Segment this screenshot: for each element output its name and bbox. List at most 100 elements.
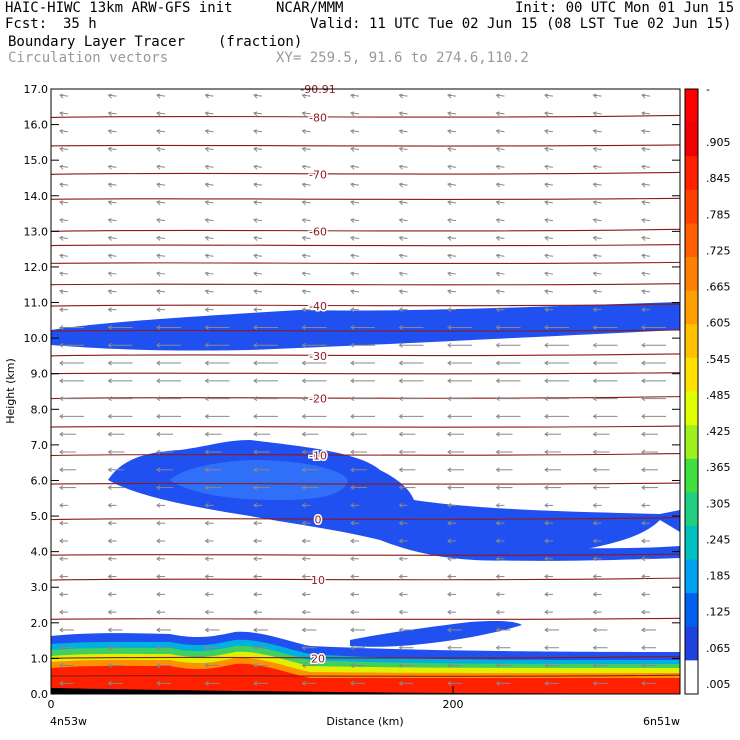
- isotherm-line: [51, 144, 680, 147]
- wind-vector: [593, 148, 602, 150]
- field-unit: (fraction): [218, 34, 303, 50]
- colorbar-swatch: [685, 458, 698, 493]
- wind-vector-head: [544, 200, 549, 206]
- wind-vector-head: [592, 431, 597, 437]
- wind-vector: [350, 148, 360, 150]
- isotherm-label: -20: [309, 393, 327, 406]
- wind-vector: [544, 290, 554, 293]
- isotherm-label: -10: [309, 450, 327, 463]
- wind-vector-head: [59, 609, 64, 615]
- wind-vector-head: [495, 502, 500, 508]
- wind-vector: [156, 183, 166, 186]
- y-tick-label: 1.0: [31, 652, 49, 665]
- wind-vector-head: [447, 467, 452, 473]
- wind-vector-head: [495, 147, 500, 152]
- wind-vector-head: [398, 147, 403, 152]
- wind-vector: [302, 165, 311, 168]
- wind-vector: [593, 165, 602, 168]
- wind-vector: [59, 272, 69, 275]
- wind-vector-head: [156, 538, 161, 544]
- wind-vector: [205, 165, 214, 168]
- wind-vector: [399, 219, 408, 222]
- wind-vector: [544, 165, 554, 168]
- wind-vector-head: [107, 502, 112, 508]
- wind-vector-head: [107, 556, 112, 562]
- wind-vector-head: [59, 413, 64, 419]
- wind-vector-head: [641, 645, 646, 651]
- wind-vector: [108, 94, 117, 97]
- isotherm-line: [51, 329, 680, 332]
- colorbar-label: .665: [706, 281, 731, 294]
- wind-vector-head: [350, 164, 355, 170]
- wind-vector: [641, 201, 651, 204]
- wind-vector-head: [301, 253, 306, 259]
- x-tick-label: 200: [443, 698, 464, 711]
- wind-vector-head: [301, 680, 306, 686]
- wind-vector-head: [350, 129, 355, 135]
- wind-vector-head: [107, 325, 112, 330]
- wind-vector: [641, 290, 651, 293]
- wind-vector-head: [495, 449, 500, 455]
- wind-vector-head: [301, 235, 306, 241]
- colorbar-swatch: [685, 425, 698, 460]
- wind-vector-head: [301, 520, 306, 526]
- isotherm-line-labeled: [51, 228, 680, 232]
- wind-vector-head: [301, 396, 306, 402]
- wind-vector-head: [398, 111, 403, 117]
- wind-vector: [59, 148, 69, 150]
- wind-vector-head: [301, 663, 306, 668]
- wind-vector-head: [495, 378, 500, 384]
- wind-vector-head: [447, 645, 452, 651]
- y-tick-label: 9.0: [31, 368, 49, 381]
- wind-vector-head: [544, 147, 549, 152]
- wind-vector-head: [156, 164, 161, 170]
- wind-vector: [544, 219, 554, 222]
- wind-vector: [593, 201, 602, 204]
- wind-vector-head: [59, 360, 64, 366]
- wind-vector: [253, 254, 263, 257]
- wind-vector: [593, 254, 602, 257]
- y-axis-label: Height (km): [4, 358, 17, 424]
- wind-vector: [641, 148, 651, 150]
- wind-vector-head: [495, 360, 500, 366]
- wind-vector-head: [253, 449, 258, 455]
- wind-vector-head: [447, 271, 452, 277]
- wind-vector-head: [398, 253, 403, 259]
- wind-vector-head: [641, 271, 646, 277]
- wind-vector-head: [641, 218, 646, 224]
- wind-vector-head: [447, 663, 452, 668]
- wind-vector-head: [544, 164, 549, 170]
- wind-vector: [399, 94, 408, 97]
- wind-vector-head: [398, 218, 403, 224]
- colorbar-label: .785: [706, 208, 731, 221]
- x-axis-label: Distance (km): [326, 715, 403, 728]
- wind-vector-head: [253, 413, 258, 419]
- wind-vector-head: [495, 253, 500, 259]
- wind-vector-head: [447, 556, 452, 562]
- wind-vector: [205, 183, 214, 186]
- wind-vector-head: [301, 200, 306, 206]
- y-tick-label: 6.0: [31, 474, 49, 487]
- wind-vector-head: [204, 325, 209, 330]
- wind-vector-head: [592, 413, 597, 419]
- wind-vector: [641, 112, 651, 115]
- wind-vector-head: [641, 289, 646, 295]
- isotherm-line: [51, 425, 680, 428]
- wind-vector-head: [447, 111, 452, 117]
- wind-vector: [302, 272, 311, 275]
- wind-vector-head: [447, 289, 452, 295]
- wind-vector-head: [156, 218, 161, 224]
- wind-vector-head: [350, 378, 355, 384]
- wind-vector: [253, 130, 263, 133]
- wind-vector: [641, 130, 651, 133]
- wind-vector-head: [592, 218, 597, 224]
- wind-vector-head: [107, 627, 112, 633]
- wind-vector-head: [301, 431, 306, 437]
- wind-vector-head: [204, 147, 209, 152]
- wind-vector-head: [107, 111, 112, 117]
- wind-vector-head: [544, 396, 549, 402]
- wind-vector-head: [253, 360, 258, 366]
- wind-vector-head: [495, 467, 500, 473]
- wind-vector-head: [156, 271, 161, 277]
- wind-vector: [156, 219, 166, 222]
